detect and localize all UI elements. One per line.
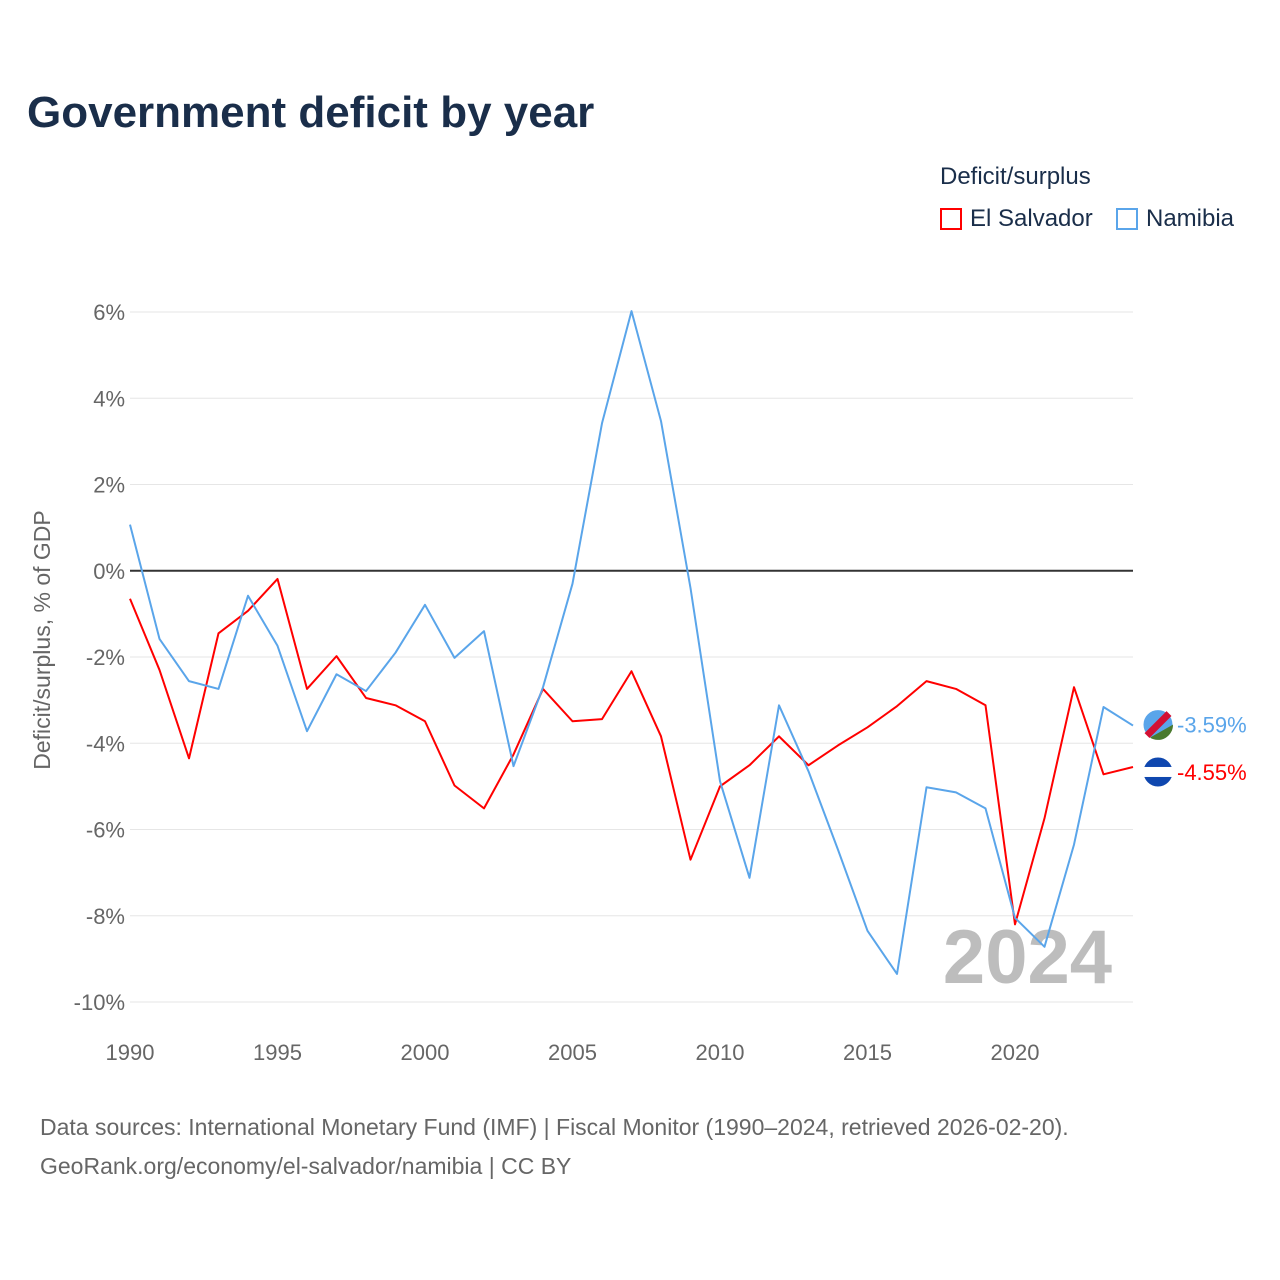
y-tick-label: -4% (86, 731, 125, 756)
source-line: Data sources: International Monetary Fun… (40, 1114, 1069, 1140)
x-tick-label: 1990 (106, 1040, 155, 1065)
y-axis-label: Deficit/surplus, % of GDP (29, 510, 55, 769)
y-tick-label: 6% (93, 300, 125, 325)
y-tick-label: -8% (86, 904, 125, 929)
chart-title: Government deficit by year (27, 88, 595, 137)
flag-stripe (1144, 711, 1172, 739)
x-tick-label: 2010 (696, 1040, 745, 1065)
legend-swatch (1116, 208, 1138, 230)
legend-item-el-salvador[interactable]: El Salvador (940, 205, 1093, 233)
y-tick-label: -2% (86, 645, 125, 670)
legend-label: El Salvador (970, 205, 1093, 232)
legend-swatch (940, 208, 962, 230)
end-value-label: -4.55% (1177, 760, 1247, 785)
x-tick-label: 1995 (253, 1040, 302, 1065)
end-value-label: -3.59% (1177, 713, 1247, 738)
series-line-el-salvador (129, 577, 1134, 926)
y-tick-label: -6% (86, 818, 125, 843)
source-link[interactable]: GeoRank.org/economy/el-salvador/namibia … (40, 1153, 572, 1179)
source-note: Data sources: International Monetary Fun… (40, 1108, 1069, 1186)
legend-item-namibia[interactable]: Namibia (1116, 205, 1234, 233)
flag-stripe (1150, 724, 1174, 740)
y-tick-label: 0% (93, 559, 125, 584)
legend-title: Deficit/surplus (940, 163, 1091, 190)
flag-stripe (1143, 766, 1173, 777)
year-watermark: 2024 (943, 915, 1112, 1000)
y-tick-label: 4% (93, 386, 125, 411)
series-line-namibia (129, 310, 1134, 975)
y-tick-label: 2% (93, 473, 125, 498)
legend-label: Namibia (1146, 205, 1235, 232)
x-tick-label: 2000 (401, 1040, 450, 1065)
x-tick-label: 2005 (548, 1040, 597, 1065)
x-tick-label: 2020 (991, 1040, 1040, 1065)
y-tick-label: -10% (74, 990, 125, 1015)
x-tick-label: 2015 (843, 1040, 892, 1065)
